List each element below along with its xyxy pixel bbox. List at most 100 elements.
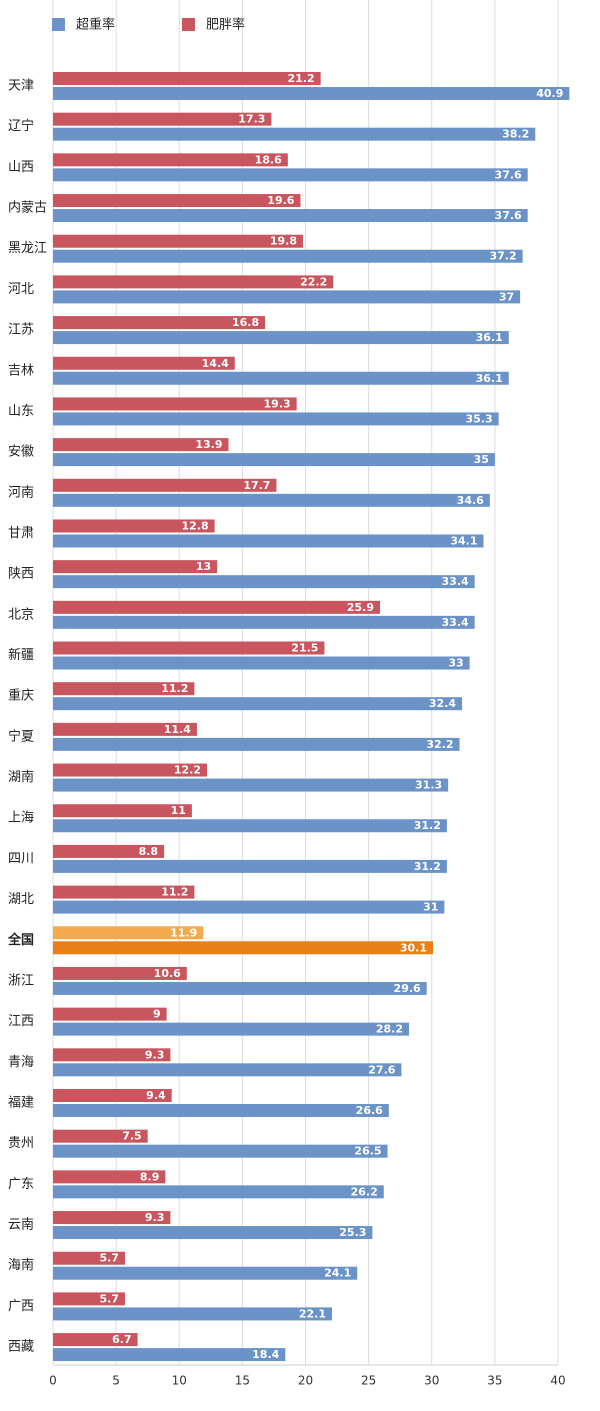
x-tick-label: 15	[235, 1374, 250, 1388]
bar	[53, 1104, 389, 1117]
value-label: 11	[171, 804, 186, 817]
bar	[53, 778, 449, 792]
value-label: 22.2	[300, 275, 327, 288]
bar	[53, 981, 427, 995]
bar	[53, 600, 380, 614]
bar	[53, 1185, 384, 1199]
bar	[53, 966, 187, 980]
value-label: 35.3	[466, 412, 493, 425]
bar	[53, 275, 334, 289]
bar	[53, 249, 523, 263]
y-tick-label: 湖南	[8, 769, 34, 785]
value-label: 33.4	[442, 575, 469, 588]
bar	[53, 168, 528, 182]
value-label: 31.3	[415, 779, 442, 792]
y-tick-label: 安徽	[8, 445, 34, 460]
bar	[53, 397, 297, 411]
value-label: 9.3	[145, 1211, 165, 1224]
value-label: 9	[153, 1008, 161, 1021]
value-label: 26.6	[356, 1104, 383, 1117]
y-tick-label: 宁夏	[8, 728, 34, 744]
y-tick-label: 西藏	[8, 1340, 34, 1355]
y-tick-label: 黑龙江	[8, 241, 47, 256]
value-label: 5.7	[99, 1292, 119, 1305]
value-label: 8.9	[140, 1170, 160, 1183]
value-label: 38.2	[502, 128, 529, 141]
value-label: 26.2	[351, 1185, 378, 1198]
value-label: 37.6	[495, 168, 522, 181]
value-label: 37.6	[495, 209, 522, 222]
bar	[53, 926, 204, 940]
y-tick-label: 全国	[7, 932, 34, 948]
bar	[53, 1170, 166, 1184]
bar	[53, 722, 197, 736]
legend-swatch	[182, 18, 195, 31]
bar	[53, 656, 470, 670]
bar	[53, 331, 509, 345]
y-tick-label: 重庆	[8, 688, 34, 704]
value-label: 21.5	[291, 642, 318, 655]
bar	[53, 941, 434, 955]
bar	[53, 763, 208, 777]
bar	[53, 900, 445, 914]
x-tick-label: 20	[298, 1374, 313, 1388]
value-label: 27.6	[368, 1063, 395, 1076]
value-label: 19.8	[270, 235, 297, 248]
y-tick-label: 浙江	[8, 973, 34, 988]
value-label: 12.2	[174, 764, 201, 777]
value-label: 25.9	[347, 601, 374, 614]
value-label: 25.3	[339, 1226, 366, 1239]
y-tick-label: 湖北	[8, 892, 34, 907]
y-tick-label: 云南	[8, 1217, 34, 1233]
bar	[53, 885, 195, 899]
y-tick-label: 上海	[8, 811, 34, 826]
bar	[53, 234, 303, 248]
bar	[53, 859, 447, 873]
bar	[53, 478, 277, 492]
value-label: 34.1	[450, 534, 477, 547]
value-label: 32.4	[429, 697, 456, 710]
value-label: 11.9	[170, 926, 197, 939]
bar	[53, 112, 272, 126]
bar	[53, 1226, 373, 1240]
value-label: 11.2	[161, 886, 188, 899]
value-label: 37	[499, 290, 514, 303]
value-label: 13	[196, 560, 211, 573]
bar	[53, 641, 325, 655]
bar	[53, 1063, 402, 1077]
value-label: 6.7	[112, 1333, 132, 1346]
bar	[53, 1266, 358, 1280]
value-label: 24.1	[324, 1267, 351, 1280]
y-tick-label: 辽宁	[8, 118, 34, 134]
value-label: 26.5	[354, 1145, 381, 1158]
y-tick-label: 天津	[8, 79, 34, 94]
bar	[53, 438, 229, 452]
legend-label: 超重率	[76, 17, 115, 33]
value-label: 33.4	[442, 616, 469, 629]
value-label: 21.2	[288, 72, 315, 85]
x-tick-label: 30	[424, 1374, 439, 1388]
x-tick-label: 5	[112, 1374, 120, 1388]
value-label: 32.2	[426, 738, 453, 751]
value-label: 11.4	[164, 723, 191, 736]
value-label: 34.6	[457, 494, 484, 507]
value-label: 37.2	[490, 250, 517, 263]
value-label: 17.7	[243, 479, 270, 492]
bar	[53, 72, 321, 85]
y-tick-label: 贵州	[8, 1136, 34, 1151]
x-tick-label: 10	[172, 1374, 187, 1388]
bar	[53, 1333, 138, 1347]
value-label: 19.6	[267, 194, 294, 207]
bar	[53, 615, 475, 629]
bar	[53, 153, 288, 167]
bar	[53, 1144, 388, 1158]
x-tick-label: 0	[49, 1374, 57, 1388]
value-label: 33	[448, 657, 463, 670]
bar	[53, 1251, 125, 1265]
y-tick-label: 陕西	[8, 567, 34, 582]
value-label: 31	[423, 901, 438, 914]
bar	[53, 1292, 125, 1306]
y-tick-label: 吉林	[8, 363, 34, 378]
y-tick-label: 江苏	[8, 322, 34, 338]
